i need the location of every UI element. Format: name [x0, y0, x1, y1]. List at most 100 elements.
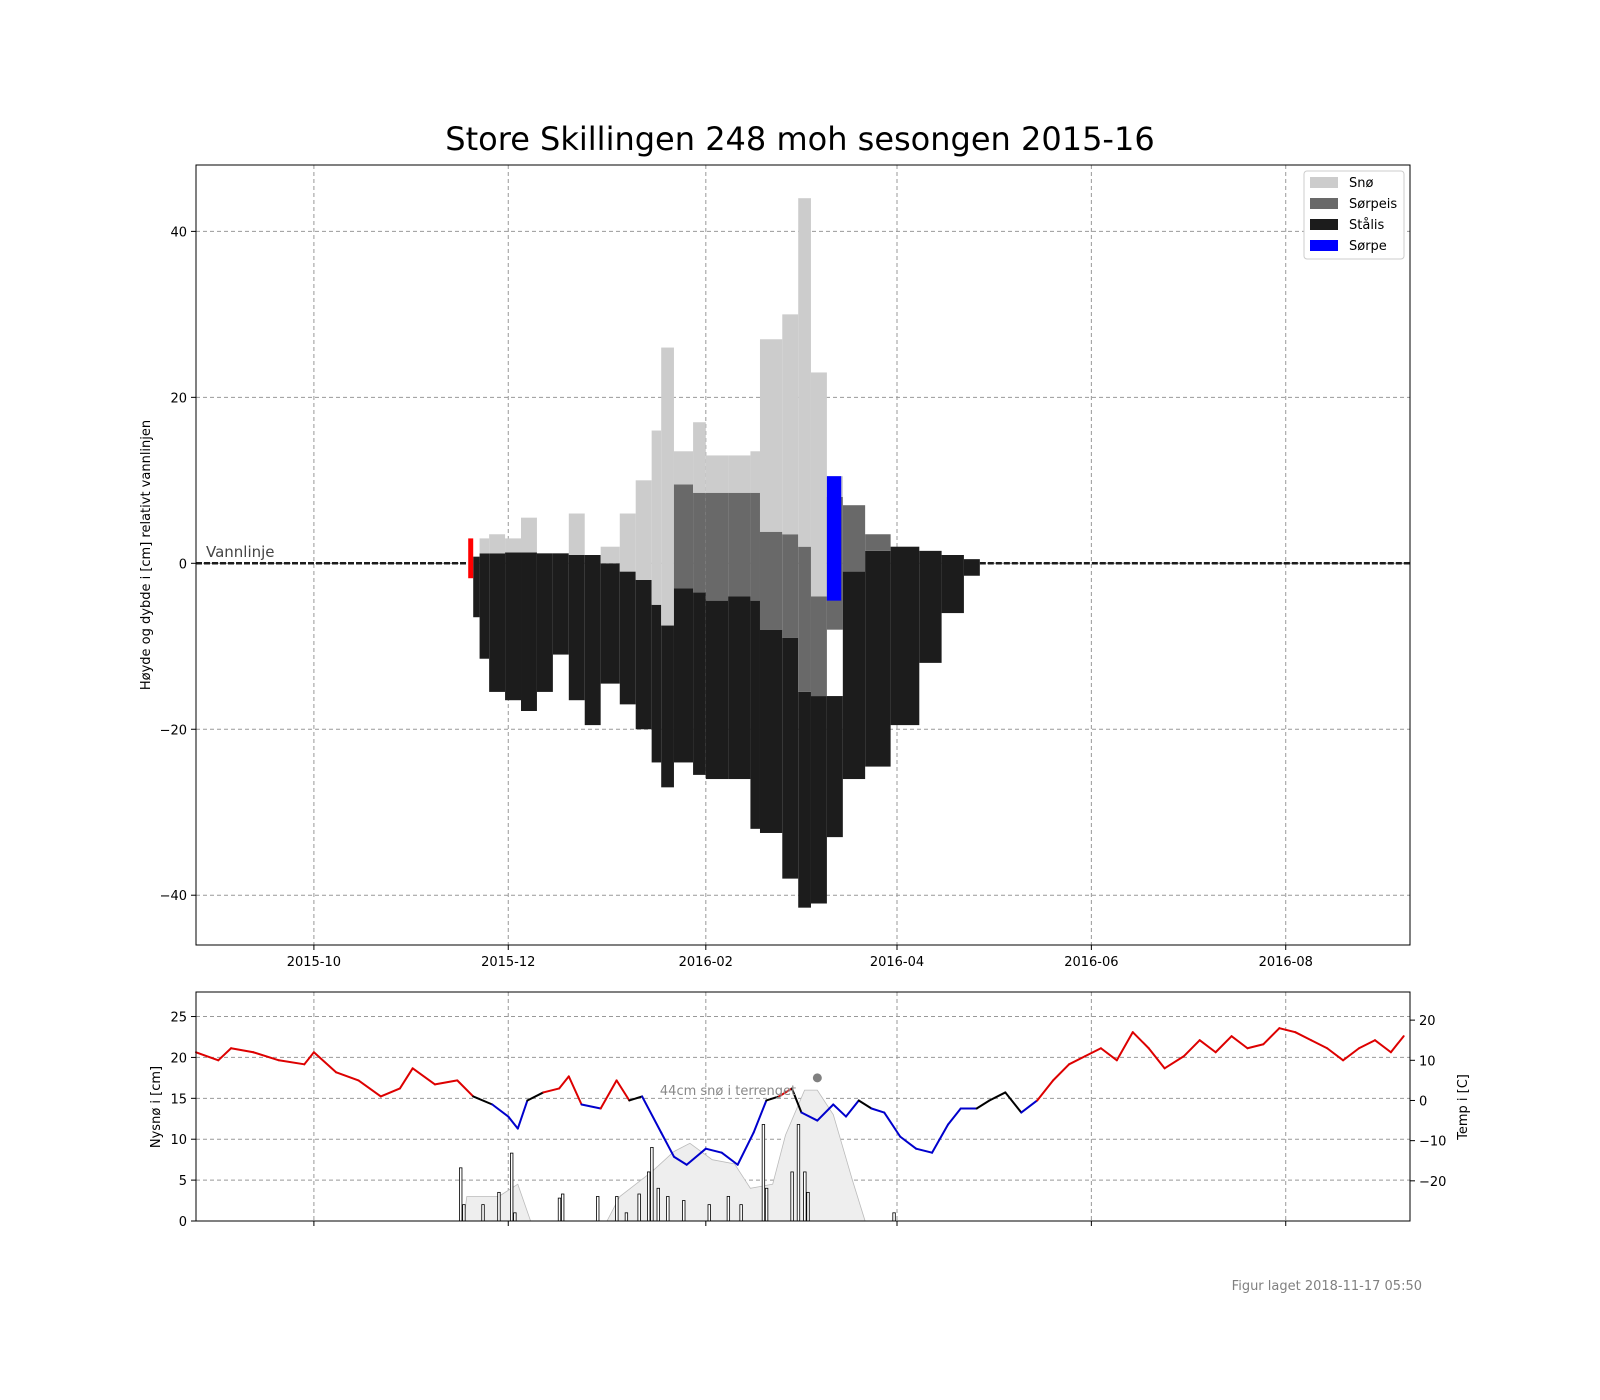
stalis-bar	[941, 555, 964, 614]
new-snow-bar	[892, 1212, 896, 1222]
temperature-segment	[800, 1111, 819, 1122]
temperature-segment	[1163, 1055, 1185, 1070]
temperature-segment	[1020, 1099, 1039, 1114]
new-snow-bars	[459, 1124, 896, 1222]
temperature-segment	[1198, 1039, 1217, 1054]
main-y-tick-label: 20	[170, 391, 187, 406]
temperature-segment	[252, 1051, 280, 1062]
sub-y-tick-label: 10	[170, 1133, 187, 1148]
temperature-segment	[526, 1091, 545, 1102]
stalis-bar	[600, 563, 620, 684]
legend-swatch	[1310, 240, 1338, 251]
sno-bar	[782, 314, 799, 535]
temperature-segment	[1214, 1035, 1233, 1054]
temperature-segment	[398, 1067, 414, 1090]
new-snow-bar	[764, 1187, 769, 1222]
stalis-bar	[919, 550, 942, 663]
temperature-segment	[615, 1079, 631, 1102]
legend-swatch	[1310, 219, 1338, 230]
sno-bar	[759, 339, 783, 532]
temperature-segment	[816, 1103, 835, 1122]
legend-label: Snø	[1349, 176, 1373, 191]
sorpeis-bar	[810, 596, 827, 697]
new-snow-bar	[459, 1167, 463, 1222]
temperature-segment	[230, 1047, 255, 1054]
sno-bar	[728, 455, 751, 493]
temperature-segment	[946, 1107, 962, 1126]
main-gridlines	[196, 165, 1410, 945]
sorpeis-bar	[842, 505, 866, 572]
stalis-bar	[552, 553, 569, 655]
legend-label: Sørpeis	[1349, 197, 1397, 212]
temperature-segment	[1310, 1039, 1329, 1050]
new-snow-bar	[596, 1196, 600, 1222]
temperature-segment	[1294, 1031, 1313, 1042]
new-snow-bar	[761, 1124, 766, 1222]
sub-y2-axis-label: Temp i [C]	[1456, 1074, 1471, 1141]
main-x-tick-label: 2016-08	[1259, 955, 1313, 970]
new-snow-bar	[513, 1212, 517, 1222]
stalis-bar	[759, 629, 783, 833]
ice-layers	[196, 198, 1410, 908]
stalis-bar	[705, 600, 729, 780]
stalis-bar	[568, 555, 585, 701]
temperature-segment	[899, 1135, 918, 1150]
temperature-segment	[599, 1079, 618, 1110]
temperature-segment	[379, 1087, 401, 1098]
snow-depth-max-marker	[812, 1073, 822, 1083]
chart-title: Store Skillingen 248 moh sesongen 2015-1…	[445, 120, 1154, 158]
temperature-segment	[832, 1103, 848, 1118]
sno-bar	[810, 372, 827, 597]
temperature-segment	[1147, 1047, 1166, 1070]
temperature-segment	[1052, 1063, 1071, 1082]
new-snow-bar	[462, 1204, 466, 1222]
sorpeis-bar	[759, 531, 783, 630]
stalis-bar	[584, 555, 601, 726]
stalis-bar	[782, 637, 799, 879]
new-snow-bar	[510, 1152, 514, 1222]
sorpeis-bar	[798, 546, 811, 692]
temperature-segment	[516, 1099, 529, 1130]
stalis-bar	[826, 696, 843, 838]
sub-y-tick-label: 15	[170, 1092, 187, 1107]
sub-y-tick-label: 5	[179, 1174, 187, 1189]
temperature-segment	[845, 1099, 860, 1118]
temperature-segment	[1099, 1047, 1118, 1062]
footer-timestamp: Figur laget 2018-11-17 05:50	[1232, 1279, 1422, 1294]
temperature-segment	[1342, 1047, 1361, 1062]
temperature-segment	[752, 1099, 768, 1134]
stalis-bar	[521, 552, 537, 711]
temperature-segment	[1230, 1035, 1249, 1050]
temperature-segment	[685, 1147, 707, 1166]
temperature-segment	[931, 1123, 949, 1154]
new-snow-bar	[557, 1197, 562, 1222]
sub-y-tick-label: 25	[170, 1011, 187, 1026]
sno-bar	[693, 422, 706, 493]
main-y-tick-label: −40	[160, 889, 187, 904]
sno-bar	[489, 534, 506, 554]
sno-bar	[798, 198, 811, 547]
temperature-segment	[277, 1059, 306, 1066]
stalis-bar	[505, 552, 522, 701]
main-x-tick-label: 2015-10	[287, 955, 341, 970]
temperature-segment	[790, 1087, 803, 1114]
temperature-segment	[736, 1131, 755, 1166]
sub-y2-tick-label: 20	[1419, 1014, 1436, 1029]
temperature-segment	[1068, 1055, 1086, 1066]
temperature-segment	[883, 1111, 902, 1138]
temperature-segment	[975, 1099, 991, 1110]
legend-swatch	[1310, 177, 1338, 188]
temperature-segment	[765, 1095, 781, 1102]
temperature-segment	[1326, 1047, 1345, 1062]
legend-box	[1303, 170, 1405, 260]
stalis-bar	[635, 579, 652, 730]
new-snow-bar	[624, 1212, 629, 1222]
temperature-segment	[857, 1099, 873, 1110]
new-snow-bar	[650, 1146, 654, 1222]
new-snow-bar	[682, 1200, 686, 1222]
stalis-bar	[619, 571, 636, 705]
temperature-segment	[580, 1103, 602, 1110]
new-snow-bar	[739, 1204, 743, 1222]
temperature-segment	[870, 1107, 886, 1114]
temperature-segment	[778, 1087, 793, 1098]
